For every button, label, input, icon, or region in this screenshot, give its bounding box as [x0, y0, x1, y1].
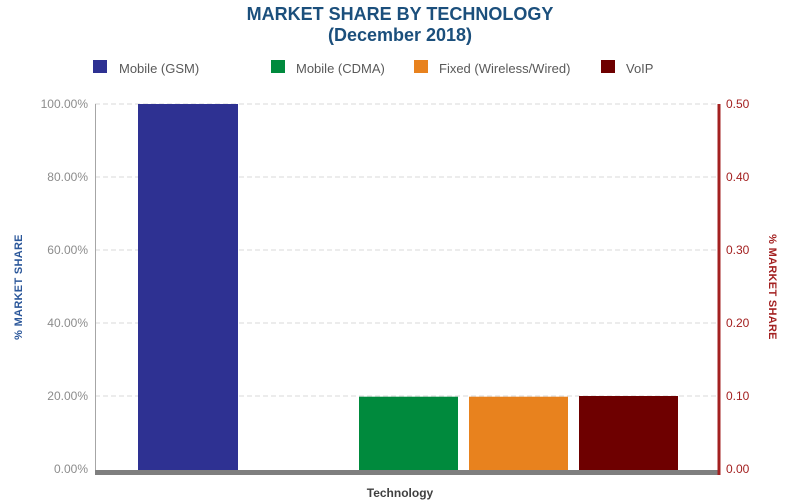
- svg-text:0.20: 0.20: [726, 316, 750, 330]
- svg-text:0.30: 0.30: [726, 243, 750, 257]
- svg-text:0.00: 0.00: [726, 462, 750, 476]
- svg-text:60.00%: 60.00%: [47, 243, 88, 257]
- svg-text:0.10: 0.10: [726, 389, 750, 403]
- svg-text:40.00%: 40.00%: [47, 316, 88, 330]
- svg-text:20.00%: 20.00%: [47, 389, 88, 403]
- svg-text:0.50: 0.50: [726, 97, 750, 111]
- svg-text:100.00%: 100.00%: [41, 97, 89, 111]
- svg-text:0.00%: 0.00%: [54, 462, 88, 476]
- svg-text:0.40: 0.40: [726, 170, 750, 184]
- svg-text:80.00%: 80.00%: [47, 170, 88, 184]
